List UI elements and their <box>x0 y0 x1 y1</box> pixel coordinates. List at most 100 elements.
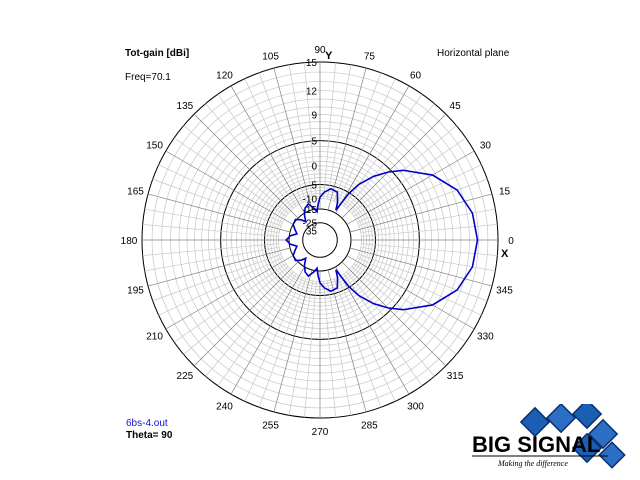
angle-label-45: 45 <box>450 101 462 112</box>
grid-spoke <box>158 257 283 316</box>
grid-spoke <box>173 263 287 343</box>
angle-label-105: 105 <box>262 52 279 63</box>
grid-spoke <box>351 266 457 355</box>
grid-spoke <box>205 271 294 377</box>
grid-spoke <box>258 72 307 202</box>
radial-tick-label: 35 <box>306 226 318 237</box>
grid-spoke <box>144 208 280 234</box>
grid-spoke <box>258 278 307 408</box>
grid-spoke <box>193 261 299 367</box>
gain-pattern-series <box>285 169 479 311</box>
grid-spoke <box>343 273 423 387</box>
grid-spoke <box>152 253 282 302</box>
grid-spoke <box>288 64 314 200</box>
grid-spoke <box>346 271 435 377</box>
grid-spoke <box>346 255 475 330</box>
angle-label-285: 285 <box>361 421 378 432</box>
angle-label-180: 180 <box>121 236 138 247</box>
grid-spoke <box>333 278 382 408</box>
angle-labels: 0153045607590105120135150165180195210225… <box>121 45 515 438</box>
grid-spoke <box>323 281 336 418</box>
angle-label-315: 315 <box>447 371 464 382</box>
grid-spoke <box>327 67 367 211</box>
grid-spoke <box>358 253 488 302</box>
grid-spoke <box>353 137 467 217</box>
grid-spoke <box>183 125 289 214</box>
grid-spoke <box>273 269 313 413</box>
grid-spoke <box>273 67 313 211</box>
grid-spoke <box>346 150 475 225</box>
grid-spoke <box>165 255 294 330</box>
grid-spoke <box>144 246 280 272</box>
radial-tick-label: -25 <box>303 219 318 230</box>
radial-tick-label: 9 <box>311 111 317 122</box>
angle-label-330: 330 <box>477 332 494 343</box>
grid-spoke <box>165 150 294 225</box>
grid-spoke <box>337 78 396 203</box>
grid-spoke <box>304 281 317 418</box>
grid-circle-major <box>288 208 352 272</box>
grid-spoke <box>217 93 297 207</box>
grid-spoke <box>183 266 289 355</box>
theta-label: Theta= 90 <box>126 430 173 441</box>
angle-label-75: 75 <box>364 52 376 63</box>
grid-spoke <box>323 62 336 199</box>
grid-spoke <box>341 113 447 219</box>
x-axis-label: X <box>501 248 509 260</box>
angle-label-60: 60 <box>410 71 422 82</box>
grid-spoke <box>244 78 303 203</box>
grid-circle-major <box>302 222 338 258</box>
logo-tagline: Making the difference <box>497 459 568 468</box>
angle-label-135: 135 <box>177 101 194 112</box>
grid-spoke <box>173 137 287 217</box>
grid-spoke <box>142 243 279 256</box>
radial-tick-label: -15 <box>303 205 318 216</box>
y-axis-label: Y <box>325 50 333 62</box>
grid-spoke <box>152 178 282 227</box>
angle-label-210: 210 <box>146 332 163 343</box>
angle-label-150: 150 <box>146 141 163 152</box>
grid-spoke <box>346 103 435 209</box>
logo-text: BIG SIGNAL <box>472 432 600 457</box>
polar-grid <box>141 61 499 419</box>
radial-tick-label: 15 <box>306 58 318 69</box>
grid-spoke <box>335 85 410 214</box>
grid-spoke <box>326 280 352 416</box>
angle-label-30: 30 <box>480 141 492 152</box>
angle-label-240: 240 <box>216 401 233 412</box>
frequency-label: Freq=70.1 <box>125 72 171 83</box>
grid-spoke <box>142 224 279 237</box>
angle-label-15: 15 <box>499 187 511 198</box>
angle-label-165: 165 <box>127 187 144 198</box>
radial-tick-label: -5 <box>308 181 317 192</box>
grid-spoke <box>147 247 291 287</box>
grid-spoke <box>357 164 482 223</box>
grid-spoke <box>358 178 488 227</box>
grid-spoke <box>158 164 283 223</box>
radial-tick-label: -10 <box>303 195 318 206</box>
subtitle: Horizontal plane <box>437 48 510 59</box>
grid-spoke <box>288 280 314 416</box>
grid-spoke <box>337 277 396 402</box>
grid-spoke <box>349 193 493 233</box>
radial-tick-label: 12 <box>306 87 318 98</box>
grid-spoke <box>217 273 297 387</box>
angle-label-345: 345 <box>496 285 513 296</box>
grid-spoke <box>147 193 291 233</box>
grid-spoke <box>230 266 305 395</box>
grid-spoke <box>230 85 305 214</box>
grid-spoke <box>351 125 457 214</box>
grid-spoke <box>333 72 382 202</box>
angle-label-225: 225 <box>177 371 194 382</box>
angle-label-255: 255 <box>262 421 279 432</box>
grid-spoke <box>353 263 467 343</box>
grid-spoke <box>341 261 447 367</box>
angle-label-120: 120 <box>216 71 233 82</box>
grid-spoke <box>304 62 317 199</box>
grid-spoke <box>205 103 294 209</box>
grid-spoke <box>349 247 493 287</box>
grid-spoke <box>327 269 367 413</box>
grid-spoke <box>335 266 410 395</box>
